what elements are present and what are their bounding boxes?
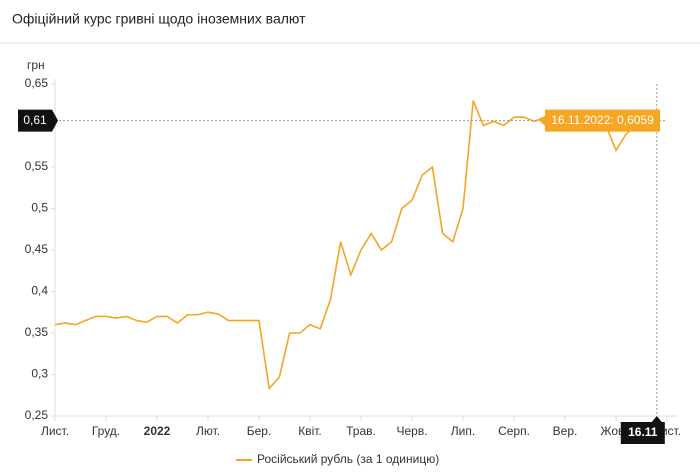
tooltip-point: [653, 117, 660, 124]
y-axis-label: грн: [27, 58, 45, 72]
x-tick-label: Груд.: [92, 424, 120, 438]
x-crosshair-box: [620, 416, 665, 444]
y-tick-label: 0,3: [31, 367, 48, 381]
y-tick-label: 0,25: [25, 408, 49, 422]
x-tick-label: Лип.: [451, 424, 475, 438]
y-tick-label: 0,65: [25, 76, 49, 90]
x-tick-label: Квіт.: [298, 424, 322, 438]
line-series: [54, 100, 658, 391]
chart-title: Офіційний курс гривні щодо іноземних вал…: [12, 11, 306, 27]
x-tick-label: Бер.: [247, 424, 272, 438]
x-tick-label: 2022: [144, 424, 171, 438]
y-tick-label: 0,5: [31, 201, 48, 215]
x-tick-label: Черв.: [396, 424, 427, 438]
tooltip-box: [539, 109, 660, 132]
y-tick-label: 0,35: [25, 325, 49, 339]
x-tick-label: Трав.: [346, 424, 376, 438]
y-crosshair-label: 0,61: [23, 113, 47, 127]
y-tick-label: 0,45: [25, 242, 49, 256]
x-tick-label: Серп.: [498, 424, 530, 438]
tooltip-text: 16.11.2022: 0,6059: [551, 113, 654, 127]
y-crosshair-box: [18, 109, 58, 132]
legend-label: Російський рубль (за 1 одиницю): [257, 452, 439, 466]
x-crosshair-label: 16.11: [628, 425, 658, 439]
x-tick-label: Лют.: [196, 424, 220, 438]
x-tick-label: Вер.: [553, 424, 578, 438]
y-tick-label: 0,4: [31, 284, 48, 298]
x-tick-label: Лист.: [41, 424, 69, 438]
y-tick-label: 0,55: [25, 159, 49, 173]
